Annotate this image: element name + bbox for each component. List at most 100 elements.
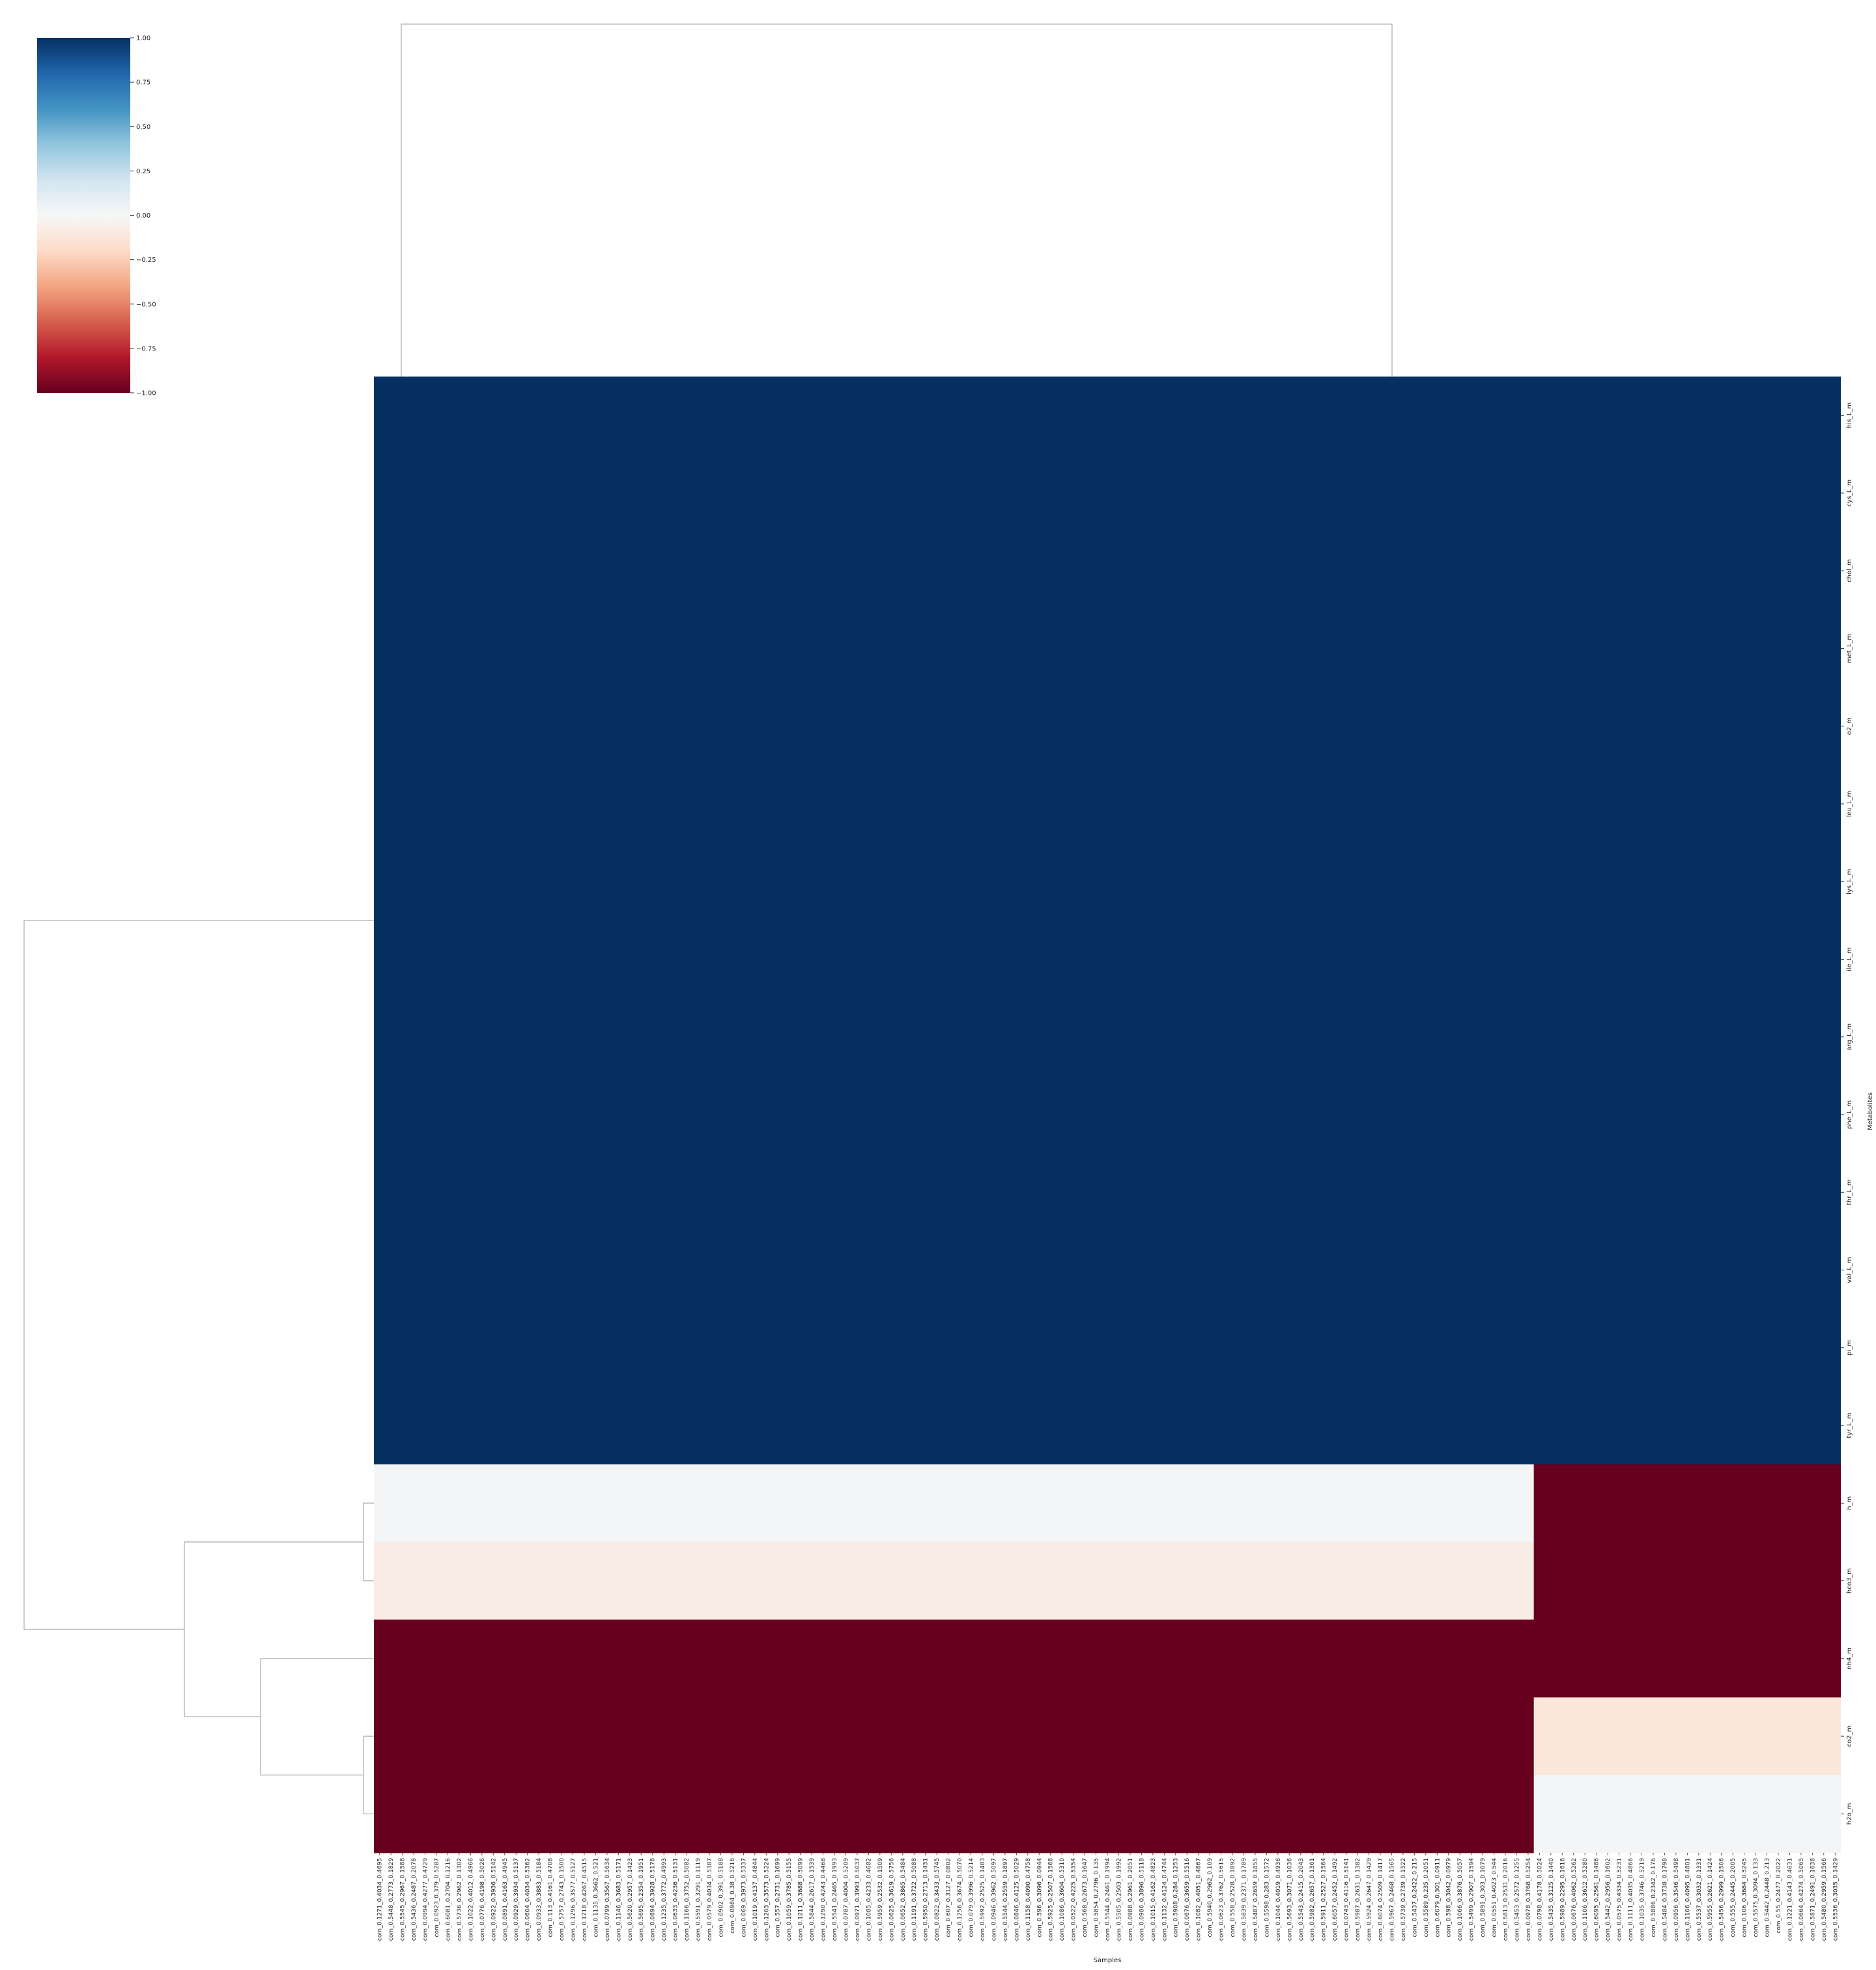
colorbar-tick-label: −0.50	[136, 301, 156, 308]
row-label: h_m	[1846, 1496, 1853, 1510]
column-label: com_0.5536_0.3035_0.1429	[1832, 1858, 1839, 1941]
column-label: com_0.1106_0.4095_0.4801	[1684, 1858, 1691, 1941]
heatmap-cell-h2o-m-left	[374, 1775, 1535, 1853]
column-label: com_0.5541_0.2465_0.1993	[832, 1858, 838, 1941]
colorbar-tick-label: −1.00	[136, 390, 156, 397]
column-label: com_0.5908_0.284_0.1253	[1173, 1858, 1180, 1937]
row-label: nh4_m	[1846, 1648, 1853, 1670]
column-label: com_0.0652_0.3865_0.5484	[900, 1858, 907, 1941]
column-label: com_0.598_0.3042_0.0979	[1446, 1858, 1453, 1937]
column-label: com_0.1019_0.4137_0.4844	[752, 1858, 759, 1941]
column-label: com_0.555_0.2445_0.2005	[1730, 1858, 1737, 1937]
column-label: com_0.5854_0.2796_0.135	[1094, 1858, 1100, 1937]
column-label: com_0.5940_0.2962_0.109	[1207, 1858, 1214, 1937]
column-label: com_0.596_0.3096_0.0944	[1036, 1858, 1043, 1937]
column-label: com_0.1166_0.3752_0.5082	[684, 1858, 690, 1941]
heatmap-block	[374, 377, 1841, 1465]
column-label: com_0.5442_0.2448_0.213	[1765, 1858, 1771, 1937]
colorbar-tick-label: 0.75	[136, 79, 150, 87]
column-label: com_0.55_0.2477_0.2022	[1776, 1858, 1782, 1934]
column-label: com_0.5757_0.2743_0.1500	[559, 1858, 565, 1941]
colorbar-scale	[37, 38, 130, 393]
colorbar-tick-label: 0.00	[136, 212, 150, 220]
column-label: com_0.106_0.3684_0.5245	[1742, 1858, 1748, 1937]
column-label: com_0.5959_0.2532_0.1509	[877, 1858, 884, 1941]
column-label: com_0.0676_0.4062_0.5262	[1571, 1858, 1578, 1941]
column-label: com_0.1256_0.3674_0.5070	[957, 1858, 963, 1941]
column-label: com_0.0579_0.4034_0.5387	[707, 1858, 713, 1941]
column-label: com_0.0984_0.38_0.5216	[730, 1858, 736, 1934]
column-label: com_0.0902_0.391_0.5188	[718, 1858, 724, 1937]
column-label: com_0.5924_0.2647_0.1429	[1367, 1858, 1373, 1941]
column-label: com_0.1221_0.4143_0.4631	[1787, 1858, 1793, 1941]
colorbar-ticks: 1.00 0.75 0.50 0.25 0.00 −0.25 −0.50 −0.75 −1.00	[130, 35, 156, 397]
column-label: com_0.1082_0.4051_0.4867	[1196, 1858, 1202, 1941]
column-label: com_0.0971_0.3993_0.5037	[855, 1858, 861, 1941]
column-label: com_0.0923_0.379_0.5287	[434, 1858, 440, 1937]
column-labels: com_0.1271_0.4034_0.4695 com_0.5448_0.277…	[377, 1853, 1839, 1941]
colorbar-tick-label: −0.75	[136, 345, 156, 352]
row-dendrogram	[23, 920, 374, 1815]
column-label: com_0.1044_0.4019_0.4936	[1275, 1858, 1282, 1941]
column-label: com_0.0623_0.3762_0.5615	[1219, 1858, 1225, 1941]
column-label: com_0.5739_0.2739_0.1522	[1400, 1858, 1407, 1941]
heatmap-cell-hco3-m-right	[1533, 1541, 1841, 1620]
column-label: com_0.0956_0.3546_0.5498	[1673, 1858, 1680, 1941]
colorbar-tick-label: −0.25	[136, 257, 156, 264]
column-label: com_0.5544_0.2461_0.1994	[1105, 1858, 1111, 1941]
heatmap-cell-hco3-m-left	[374, 1541, 1535, 1620]
column-label: com_0.5955_0.2621_0.1424	[1707, 1858, 1714, 1941]
column-label: com_0.5967_0.2468_0.1565	[1389, 1858, 1395, 1941]
column-label: com_0.0604_0.4034_0.5362	[525, 1858, 532, 1941]
column-label: com_0.6057_0.2452_0.1492	[1332, 1858, 1339, 1941]
row-label: cys_L_m	[1846, 479, 1853, 507]
column-label: com_0.5456_0.2999_0.1506	[1719, 1858, 1726, 1941]
column-label: com_0.0787_0.4004_0.5209	[843, 1858, 849, 1941]
column-dendrogram-link	[401, 23, 1393, 377]
column-label: com_0.1296_0.3577_0.5127	[571, 1858, 577, 1941]
column-label: com_0.5736_0.2962_0.1302	[457, 1858, 463, 1941]
column-label: com_0.1132_0.4124_0.4744	[1161, 1858, 1168, 1941]
row-labels: his_L_m cys_L_m chol_m met_L_m o2_m leu_L_mly…	[1841, 403, 1853, 1825]
row-label: co2_m	[1846, 1726, 1853, 1747]
row-label: hco3_m	[1846, 1568, 1853, 1593]
column-label: com_0.5480_0.2959_0.1566	[1821, 1858, 1828, 1941]
column-label: com_0.5484_0.3738_0.1798	[1662, 1858, 1668, 1941]
heatmap-cell-co2-m-right	[1533, 1697, 1841, 1776]
column-label: com_0.1035_0.3746_0.5219	[1639, 1858, 1645, 1941]
column-label: com_0.1022_0.4012_0.4966	[468, 1858, 474, 1941]
heatmap-cell-h-m-right	[1533, 1464, 1841, 1543]
column-label: com_0.5598_0.283_0.1572	[1264, 1858, 1270, 1937]
column-label: com_0.5436_0.2487_0.2078	[411, 1858, 418, 1941]
column-label: com_0.5435_0.3125_0.1440	[1548, 1858, 1555, 1941]
column-label: com_0.1158_0.4090_0.4758	[1025, 1858, 1032, 1941]
column-label: com_0.5591_0.3291_0.1119	[696, 1858, 702, 1941]
column-label: com_0.0625_0.3619_0.5756	[888, 1858, 895, 1941]
column-label: com_0.5987_0.2631_0.1382	[1355, 1858, 1361, 1941]
column-label: com_0.0633_0.4236_0.5131	[673, 1858, 679, 1941]
column-label: com_0.558_0.2528_0.1892	[1230, 1858, 1236, 1937]
column-label: com_0.1191_0.3722_0.5088	[911, 1858, 918, 1941]
colorbar: 1.00 0.75 0.50 0.25 0.00 −0.25 −0.50 −0.75 −1.00	[37, 35, 156, 397]
column-label: com_0.1086_0.3604_0.5310	[1059, 1858, 1066, 1941]
column-label: com_0.5499_0.2907_0.1594	[1469, 1858, 1475, 1941]
column-dendrogram	[401, 23, 1393, 377]
column-label: com_0.0988_0.2961_0.2051	[1128, 1858, 1134, 1941]
column-label: com_0.1203_0.3573_0.5224	[763, 1858, 770, 1941]
row-label: o2_m	[1846, 717, 1853, 735]
row-dendrogram-link	[184, 1541, 363, 1717]
column-label: com_0.5839_0.2371_0.1789	[1241, 1858, 1247, 1941]
column-label: com_0.5886_0.2342_0.176	[1651, 1858, 1657, 1937]
column-label: com_0.0986_0.3896_0.5118	[1139, 1858, 1145, 1941]
row-label: pi_m	[1846, 1340, 1853, 1356]
column-label: com_0.5989_0.2295_0.1616	[1559, 1858, 1566, 1941]
column-label: com_0.1290_0.4243_0.4468	[821, 1858, 827, 1941]
column-label: com_0.1085_0.4233_0.4682	[866, 1858, 872, 1941]
row-dendrogram-link	[363, 1502, 374, 1582]
column-label: com_0.0933_0.3883_0.5184	[536, 1858, 543, 1941]
column-label: com_0.1066_0.3876_0.5057	[1457, 1858, 1464, 1941]
y-axis-label: Metabolites	[1867, 1092, 1874, 1130]
column-label: com_0.1111_0.4035_0.4866	[1628, 1858, 1634, 1941]
column-label: com_0.1146_0.3683_0.5171	[616, 1858, 622, 1941]
